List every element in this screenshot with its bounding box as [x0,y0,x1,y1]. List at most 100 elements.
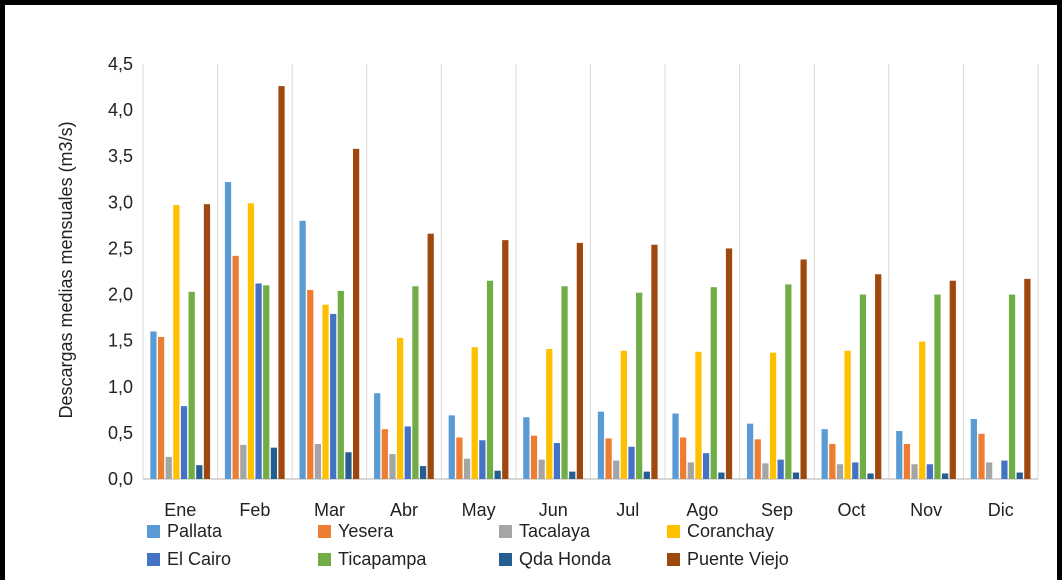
x-axis: Ene Feb Mar Abr May Jun Jul Ago Sep Oct Nov Dic [164,500,1013,520]
bar [561,286,568,479]
legend-label: Coranchay [687,521,774,541]
bar [1008,294,1016,479]
y-tick-label: 0,0 [108,469,133,489]
legend-swatch [667,525,680,538]
bar [597,411,605,479]
grid-lines [142,64,1039,480]
legend-label: Puente Viejo [687,549,789,569]
bar [919,341,926,479]
bar [307,289,314,479]
bar [374,393,381,479]
y-tick-label: 2,5 [108,238,133,258]
legend-label: Qda Honda [519,549,612,569]
bar [263,285,270,479]
bar [896,431,903,479]
bar [255,283,262,479]
bar [173,205,180,479]
bar [278,86,285,479]
bar [725,248,733,479]
bar [620,350,627,479]
bar [1016,472,1023,479]
bar [777,459,784,479]
x-tick-label: May [462,500,496,520]
bar [821,429,828,479]
bar [672,413,679,479]
bar [538,459,545,479]
bar [769,352,777,479]
legend: Pallata Yesera Tacalaya Coranchay El Cairo Ti… [147,521,789,569]
bar [232,255,239,479]
bar [427,233,434,479]
x-tick-label: Mar [314,500,345,520]
bar [396,337,404,479]
bar [240,444,247,479]
legend-label: Ticapampa [338,549,427,569]
legend-swatch [667,553,680,566]
bar [270,447,278,479]
y-tick-label: 3,0 [108,192,133,212]
bar [494,470,501,479]
bar [299,220,306,479]
bar [829,443,836,479]
bar [502,240,509,479]
bar [157,336,165,479]
bar [746,423,754,479]
y-tick-label: 4,5 [108,54,133,74]
bar [628,446,635,479]
bar [381,429,388,479]
bar [867,473,874,479]
bar [471,347,478,479]
bar [836,464,844,479]
y-tick-label: 2,0 [108,285,133,305]
bar [546,348,553,479]
bar [456,437,463,479]
bar [926,464,933,479]
legend-label: Pallata [167,521,223,541]
bar [345,452,352,479]
bar [651,244,658,479]
y-tick-label: 0,5 [108,423,133,443]
bar [330,313,337,479]
legend-swatch [147,525,160,538]
bar [978,433,985,479]
bar [800,259,807,479]
bar [419,466,427,479]
bar [463,458,471,479]
x-tick-label: Jul [616,500,639,520]
bar [576,242,583,479]
bar [687,462,694,479]
bar [150,331,157,479]
bar [569,471,576,479]
bar [970,419,977,479]
x-tick-label: Nov [910,500,942,520]
bar [702,453,710,479]
bar [352,148,360,479]
x-tick-label: Ene [164,500,196,520]
y-axis: 0,0 0,5 1,0 1,5 2,0 2,5 3,0 3,5 4,0 4,5 [108,54,133,489]
y-axis-title: Descargas medias mensuales (m3/s) [56,121,76,418]
bar [844,350,851,479]
bar [934,294,941,479]
bar [785,284,792,479]
bar [875,274,882,479]
y-tick-label: 3,5 [108,146,133,166]
bar [1024,278,1031,479]
x-tick-label: Dic [988,500,1014,520]
bar [695,351,702,479]
bar [337,290,344,479]
bar [322,304,329,479]
legend-label: El Cairo [167,549,231,569]
bar [718,472,725,479]
bar [188,291,195,479]
x-tick-label: Ago [686,500,718,520]
bar [448,415,455,479]
y-tick-label: 1,5 [108,331,133,351]
bar [949,280,956,479]
bar [412,286,419,479]
bar [754,439,761,479]
bar [859,294,867,479]
bar [911,464,918,479]
legend-swatch [499,553,512,566]
